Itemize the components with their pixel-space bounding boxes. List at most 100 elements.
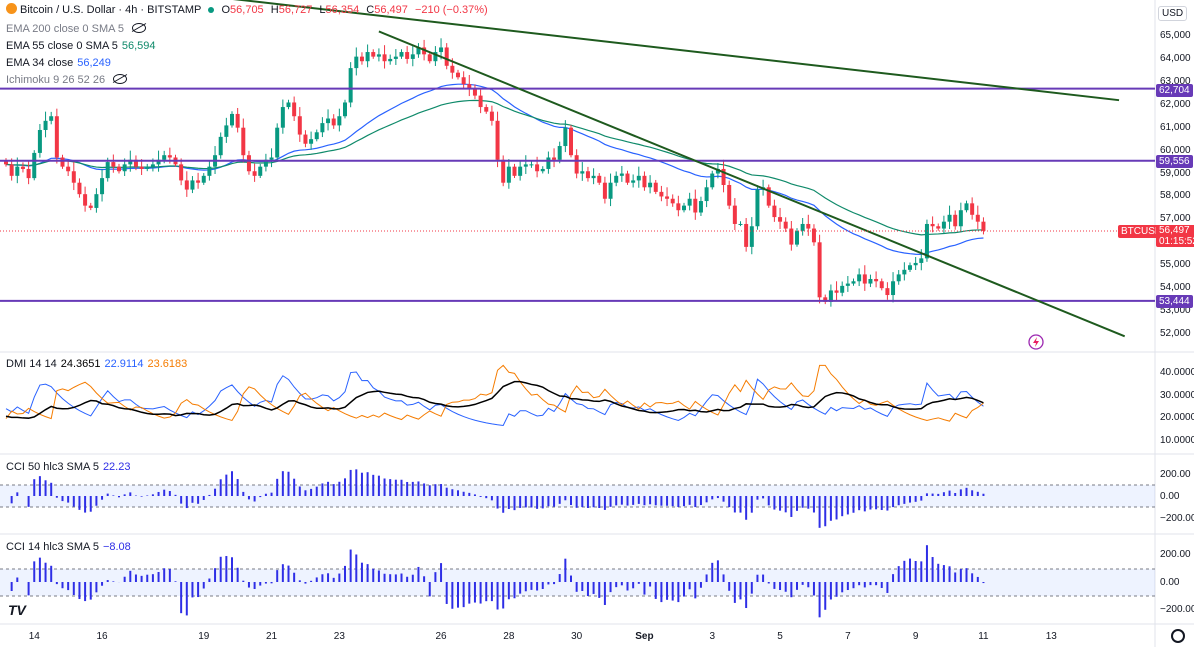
candle-body <box>309 139 314 144</box>
candle-body <box>54 116 59 158</box>
candle-body <box>795 230 799 245</box>
candle-body <box>936 226 941 229</box>
candle-body <box>913 262 918 266</box>
indicator-ema200[interactable]: EMA 200 close 0 SMA 5 <box>6 22 150 36</box>
candle-body <box>122 164 127 172</box>
candle-body <box>88 205 93 208</box>
candle-body <box>167 155 172 158</box>
candle-body <box>196 180 201 183</box>
time-tick: 7 <box>845 631 851 642</box>
cci50-axis-200: 200.00 <box>1160 469 1191 480</box>
candle-body <box>111 162 116 167</box>
candle-body <box>919 258 924 263</box>
candle-body <box>128 159 133 165</box>
time-tick: 21 <box>265 631 278 642</box>
candle-body <box>648 182 653 188</box>
candle-body <box>540 168 545 172</box>
candle-body <box>439 47 444 53</box>
candle-body <box>427 54 432 62</box>
indicator-ichimoku[interactable]: Ichimoku 9 26 52 26 <box>6 73 131 87</box>
candle-body <box>908 265 912 270</box>
candle-body <box>495 120 500 160</box>
candle-body <box>941 221 946 229</box>
candle-body <box>975 214 980 222</box>
symbol-title: Bitcoin / U.S. Dollar · 4h · BITSTAMP <box>20 4 202 16</box>
status-dot <box>208 7 215 13</box>
dmi-axis-30: 30.0000 <box>1160 390 1194 401</box>
time-tick: 11 <box>978 631 989 642</box>
candle-body <box>218 136 223 156</box>
cci14-axis-0: 0.00 <box>1160 577 1180 588</box>
candle-body <box>585 171 590 179</box>
candle-body <box>331 118 336 126</box>
candle-body <box>150 164 155 167</box>
adx-line <box>5 380 984 419</box>
candle-body <box>619 173 624 176</box>
candle-body <box>37 129 42 153</box>
candle-body <box>958 210 963 227</box>
candle-body <box>303 134 308 144</box>
candle-body <box>343 102 347 117</box>
candle-body <box>416 47 421 55</box>
candle-body <box>100 178 105 195</box>
hidden-eye-icon[interactable] <box>113 74 128 84</box>
candle-body <box>117 166 121 172</box>
candle-body <box>320 123 325 133</box>
time-tick: 9 <box>912 631 919 642</box>
time-tick: Sep <box>635 631 654 642</box>
indicator-ema34[interactable]: EMA 34 close 56,249 <box>6 57 111 69</box>
level-pill-59556: 59,556 <box>1156 155 1193 168</box>
hidden-eye-icon[interactable] <box>132 23 147 33</box>
candle-body <box>857 274 862 282</box>
time-tick: 13 <box>1045 631 1057 642</box>
candle-body <box>902 269 907 275</box>
candle-body <box>834 290 839 293</box>
indicator-ema55[interactable]: EMA 55 close 0 SMA 5 56,594 <box>6 40 156 52</box>
candle-body <box>653 182 658 192</box>
candle-body <box>874 278 879 282</box>
candle-body <box>817 242 822 298</box>
candle-body <box>43 120 48 130</box>
candle-body <box>964 203 969 211</box>
candle-body <box>269 157 274 160</box>
level-pill-53444: 53,444 <box>1156 295 1193 308</box>
tradingview-logo[interactable]: TV <box>8 602 26 618</box>
candle-body <box>670 198 675 204</box>
dmi-axis-20: 20.0000 <box>1160 412 1194 423</box>
candle-body <box>9 164 14 176</box>
candle-body <box>947 214 952 222</box>
candle-body <box>642 175 647 188</box>
candle-body <box>970 203 975 215</box>
candle-body <box>704 187 709 202</box>
candle-body <box>139 166 144 169</box>
lightning-icon[interactable] <box>1028 334 1044 350</box>
settings-gear-icon[interactable] <box>1171 629 1185 643</box>
candle-body <box>105 162 110 179</box>
cci50-pane <box>0 469 1155 528</box>
candle-body <box>94 194 99 208</box>
currency-label[interactable]: USD <box>1158 6 1188 21</box>
candle-body <box>60 157 65 167</box>
price-tick: 62,000 <box>1160 98 1191 110</box>
candle-body <box>393 56 398 59</box>
candle-body <box>258 166 263 176</box>
dmi-minus-line <box>5 364 984 422</box>
candle-body <box>512 166 517 176</box>
candle-body <box>489 111 494 121</box>
candle-body <box>636 175 641 181</box>
cci14-legend: CCI 14 hlc3 SMA 5 −8.08 <box>6 541 131 553</box>
candle-body <box>467 84 472 89</box>
candle-body <box>4 160 8 165</box>
candle-body <box>224 125 229 137</box>
dmi-legend: DMI 14 14 24.3651 22.9114 23.6183 <box>6 358 188 370</box>
candle-body <box>693 198 698 213</box>
time-tick: 23 <box>333 631 345 642</box>
candle-body <box>20 166 25 169</box>
candle-body <box>71 171 76 183</box>
candle-body <box>896 274 901 282</box>
level-pill-62704: 62,704 <box>1156 84 1193 97</box>
candle-body <box>885 288 890 296</box>
